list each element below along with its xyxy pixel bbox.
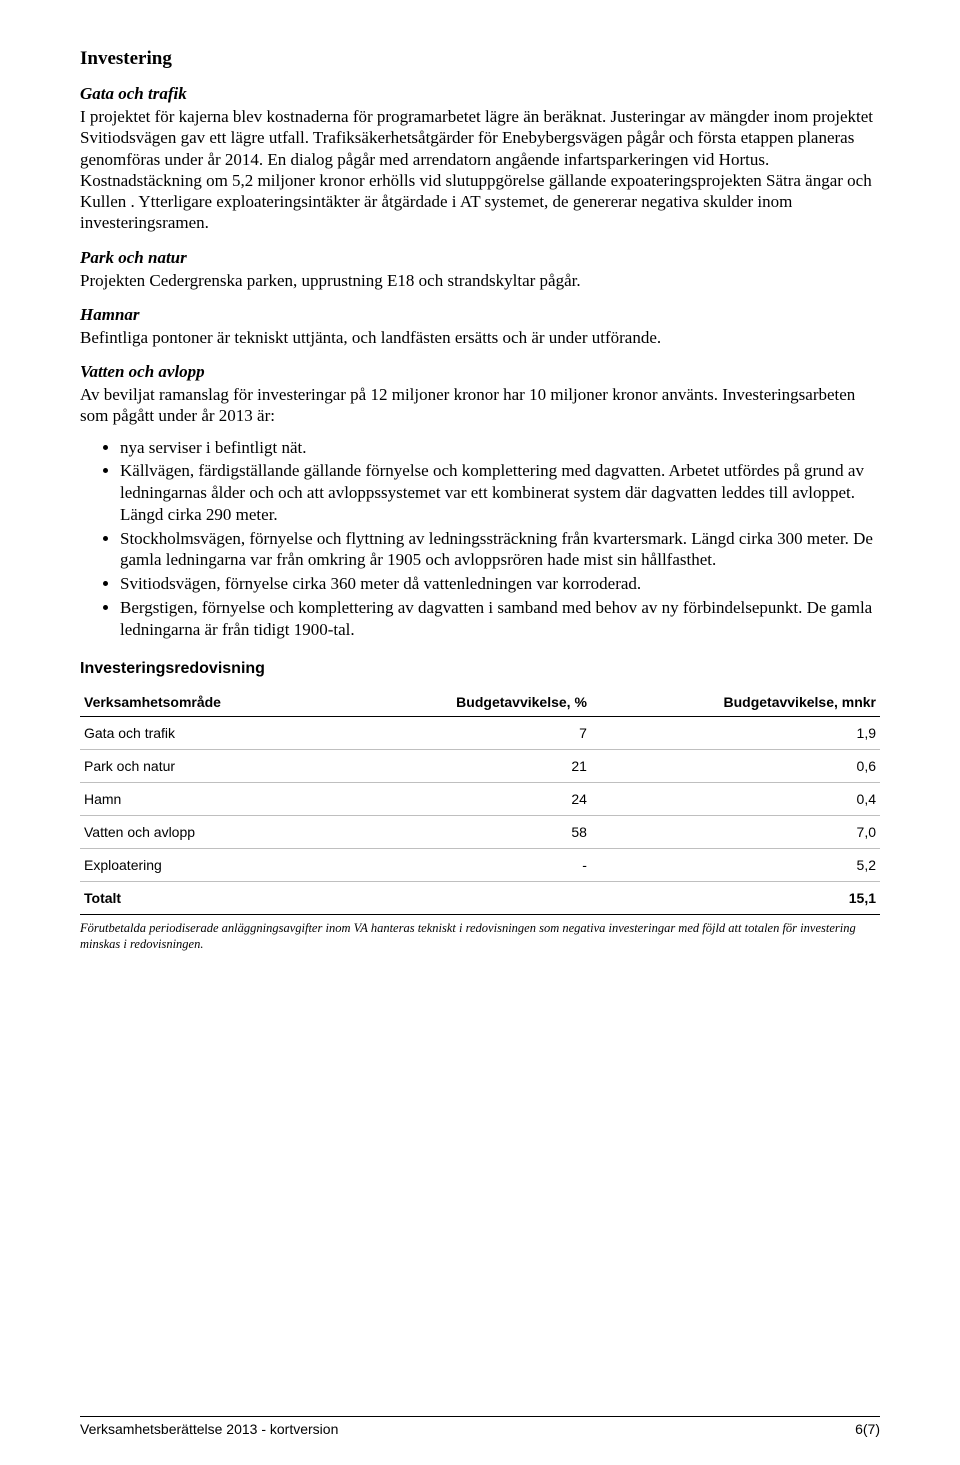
row-label: Exploatering xyxy=(80,849,341,882)
hamnar-subheading: Hamnar xyxy=(80,305,880,325)
row-mnkr: 7,0 xyxy=(591,816,880,849)
park-subheading: Park och natur xyxy=(80,248,880,268)
row-label: Park och natur xyxy=(80,750,341,783)
park-text: Projekten Cedergrenska parken, upprustni… xyxy=(80,270,880,291)
row-pct: 24 xyxy=(341,783,591,816)
table-footnote: Förutbetalda periodiserade anläggningsav… xyxy=(80,921,880,952)
va-intro: Av beviljat ramanslag för investeringar … xyxy=(80,384,880,427)
gata-text: I projektet för kajerna blev kostnaderna… xyxy=(80,106,880,234)
redovisning-heading: Investeringsredovisning xyxy=(80,660,880,678)
col-budgetavvikelse-pct: Budgetavvikelse, % xyxy=(341,688,591,717)
total-label: Totalt xyxy=(80,882,341,915)
table-row: Exploatering - 5,2 xyxy=(80,849,880,882)
table-total-row: Totalt 15,1 xyxy=(80,882,880,915)
row-mnkr: 0,6 xyxy=(591,750,880,783)
list-item: Källvägen, färdigställande gällande förn… xyxy=(120,460,880,525)
table-row: Gata och trafik 7 1,9 xyxy=(80,717,880,750)
row-pct: 7 xyxy=(341,717,591,750)
row-pct: 58 xyxy=(341,816,591,849)
list-item: nya serviser i befintligt nät. xyxy=(120,437,880,459)
col-verksamhetsomrade: Verksamhetsområde xyxy=(80,688,341,717)
row-mnkr: 5,2 xyxy=(591,849,880,882)
row-label: Hamn xyxy=(80,783,341,816)
row-pct: 21 xyxy=(341,750,591,783)
row-mnkr: 0,4 xyxy=(591,783,880,816)
va-subheading: Vatten och avlopp xyxy=(80,362,880,382)
hamnar-text: Befintliga pontoner är tekniskt uttjänta… xyxy=(80,327,880,348)
gata-subheading: Gata och trafik xyxy=(80,84,880,104)
investering-table: Verksamhetsområde Budgetavvikelse, % Bud… xyxy=(80,688,880,915)
table-row: Hamn 24 0,4 xyxy=(80,783,880,816)
row-label: Vatten och avlopp xyxy=(80,816,341,849)
investering-heading: Investering xyxy=(80,48,880,70)
total-pct xyxy=(341,882,591,915)
table-header-row: Verksamhetsområde Budgetavvikelse, % Bud… xyxy=(80,688,880,717)
va-bullets: nya serviser i befintligt nät. Källvägen… xyxy=(80,437,880,641)
table-row: Vatten och avlopp 58 7,0 xyxy=(80,816,880,849)
list-item: Svitiodsvägen, förnyelse cirka 360 meter… xyxy=(120,573,880,595)
list-item: Stockholmsvägen, förnyelse och flyttning… xyxy=(120,528,880,572)
footer-right: 6(7) xyxy=(855,1421,880,1437)
row-label: Gata och trafik xyxy=(80,717,341,750)
col-budgetavvikelse-mnkr: Budgetavvikelse, mnkr xyxy=(591,688,880,717)
page: Investering Gata och trafik I projektet … xyxy=(0,0,960,1465)
total-mnkr: 15,1 xyxy=(591,882,880,915)
table-row: Park och natur 21 0,6 xyxy=(80,750,880,783)
row-pct: - xyxy=(341,849,591,882)
page-footer: Verksamhetsberättelse 2013 - kortversion… xyxy=(80,1416,880,1437)
list-item: Bergstigen, förnyelse och komplettering … xyxy=(120,597,880,641)
row-mnkr: 1,9 xyxy=(591,717,880,750)
footer-left: Verksamhetsberättelse 2013 - kortversion xyxy=(80,1421,338,1437)
